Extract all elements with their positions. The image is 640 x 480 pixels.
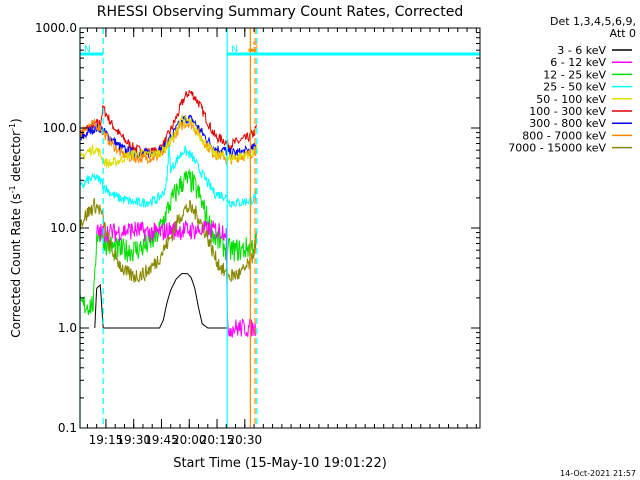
y-axis-label-mid: detector (9, 131, 23, 186)
flag-label: N (231, 45, 238, 55)
y-tick-label: 1.0 (58, 321, 77, 335)
x-tick-label: 19:15 (89, 433, 124, 447)
footer-timestamp: 14-Oct-2021 21:57 (560, 469, 636, 478)
y-axis-label-sup2: -1 (8, 123, 17, 131)
x-tick-label: 19:45 (144, 433, 179, 447)
y-axis-label-end: ) (9, 118, 23, 123)
y-axis-label: Corrected Count Rate (s-1 detector-1) (8, 118, 23, 337)
y-axis-label-main: Corrected Count Rate (s (9, 193, 23, 337)
legend-header-line-2: Att 0 (610, 27, 636, 40)
legend-label: 7000 - 15000 keV (508, 142, 606, 155)
x-tick-label: 20:00 (172, 433, 207, 447)
legend-label: 100 - 300 keV (529, 105, 606, 118)
x-axis-label: Start Time (15-May-10 19:01:22) (173, 456, 387, 471)
x-tick-label: 19:30 (116, 433, 151, 447)
x-tick-label: 20:15 (200, 433, 235, 447)
y-axis-label-sup1: -1 (8, 185, 17, 193)
y-tick-label: 100.0 (43, 121, 77, 135)
series-line (94, 273, 227, 329)
y-tick-label: 0.1 (58, 421, 77, 435)
legend-header-line-1: Det 1,3,4,5,6,9, (550, 15, 636, 28)
chart-title: RHESSI Observing Summary Count Rates, Co… (97, 4, 463, 20)
legend-label: 50 - 100 keV (536, 93, 606, 106)
y-axis: 0.1 1.0 10.0 100.0 1000.0 (35, 21, 480, 435)
legend-label: 12 - 25 keV (543, 68, 606, 81)
y-tick-label: 1000.0 (35, 21, 77, 35)
x-tick-label: 20:30 (228, 433, 263, 447)
legend-label: 800 - 7000 keV (522, 129, 606, 142)
legend-label: 25 - 50 keV (543, 81, 606, 94)
legend-label: 3 - 6 keV (557, 44, 606, 57)
legend-label: 300 - 800 keV (529, 117, 606, 130)
legend-label: 6 - 12 keV (550, 56, 606, 69)
flag-label: N (84, 45, 91, 55)
flag-label: S (253, 41, 259, 51)
y-tick-label: 10.0 (50, 221, 77, 235)
